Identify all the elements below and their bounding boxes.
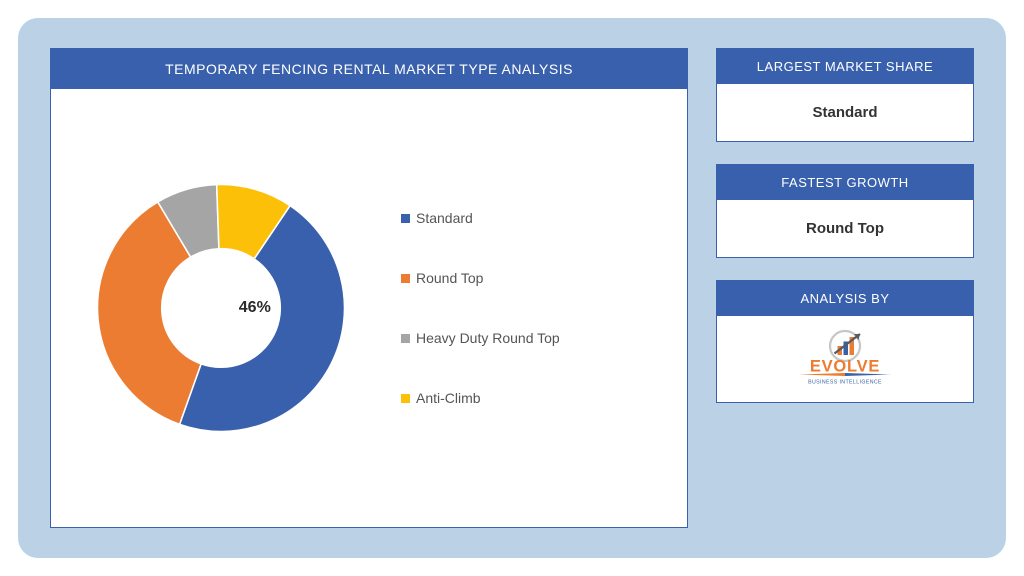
legend-item: Standard	[401, 210, 560, 226]
chart-title: TEMPORARY FENCING RENTAL MARKET TYPE ANA…	[51, 49, 687, 89]
card-largest-share-value: Standard	[717, 84, 973, 141]
legend-label: Anti-Climb	[416, 390, 481, 406]
card-analysis-by-title: ANALYSIS BY	[717, 281, 973, 316]
card-largest-share-title: LARGEST MARKET SHARE	[717, 49, 973, 84]
legend-swatch	[401, 334, 410, 343]
dashboard-frame: TEMPORARY FENCING RENTAL MARKET TYPE ANA…	[18, 18, 1006, 558]
legend-swatch	[401, 394, 410, 403]
donut-chart: 46%	[91, 178, 351, 438]
legend-item: Heavy Duty Round Top	[401, 330, 560, 346]
card-largest-share: LARGEST MARKET SHARE Standard	[716, 48, 974, 142]
chart-panel: TEMPORARY FENCING RENTAL MARKET TYPE ANA…	[50, 48, 688, 528]
donut-center-label: 46%	[239, 299, 271, 317]
card-fastest-growth: FASTEST GROWTH Round Top	[716, 164, 974, 258]
card-fastest-growth-value: Round Top	[717, 200, 973, 257]
legend-swatch	[401, 274, 410, 283]
card-fastest-growth-title: FASTEST GROWTH	[717, 165, 973, 200]
legend-label: Round Top	[416, 270, 483, 286]
svg-text:EVOLVE: EVOLVE	[810, 358, 880, 376]
legend-item: Anti-Climb	[401, 390, 560, 406]
card-analysis-by: ANALYSIS BY EVOLVE BUSINESS INTELLIGENCE	[716, 280, 974, 403]
legend-item: Round Top	[401, 270, 560, 286]
legend-label: Standard	[416, 210, 473, 226]
legend-swatch	[401, 214, 410, 223]
legend-label: Heavy Duty Round Top	[416, 330, 560, 346]
chart-body: 46% Standard Round Top Heavy Duty Round To…	[51, 89, 687, 527]
analysis-by-logo: EVOLVE BUSINESS INTELLIGENCE	[717, 316, 973, 402]
side-cards: LARGEST MARKET SHARE Standard FASTEST GR…	[716, 48, 974, 528]
chart-legend: Standard Round Top Heavy Duty Round Top Ant…	[401, 210, 560, 406]
evolve-logo-icon: EVOLVE BUSINESS INTELLIGENCE	[785, 328, 905, 388]
svg-text:BUSINESS INTELLIGENCE: BUSINESS INTELLIGENCE	[808, 380, 882, 386]
